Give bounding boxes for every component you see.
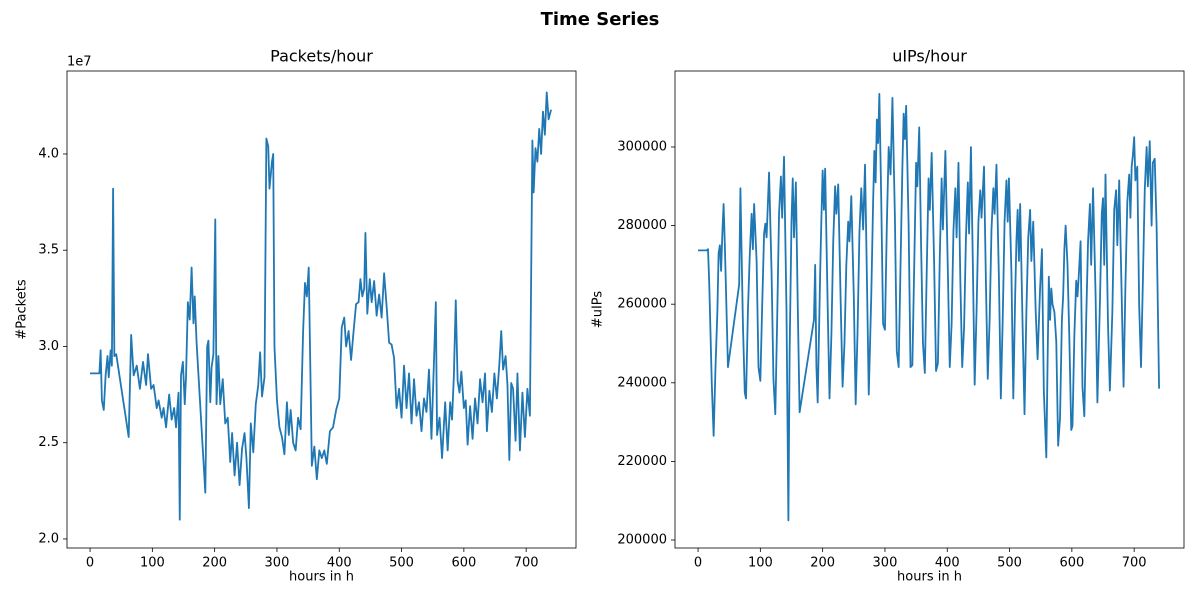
x-tick-label: 700 [1122, 556, 1147, 571]
x-tick-label: 700 [514, 556, 539, 571]
x-tick-label: 0 [86, 556, 94, 571]
y-tick-label: 200000 [617, 532, 667, 547]
x-tick-label: 400 [327, 556, 352, 571]
y-tick-label: 220000 [617, 454, 667, 469]
y-tick-label: 300000 [617, 140, 667, 155]
data-line [698, 93, 1160, 522]
x-tick-label: 200 [202, 556, 227, 571]
y-tick-label: 240000 [617, 375, 667, 390]
x-tick-label: 600 [1059, 556, 1084, 571]
y-tick-label: 260000 [617, 297, 667, 312]
y-tick-label: 2.5 [38, 435, 59, 450]
x-tick-label: 0 [694, 556, 702, 571]
x-tick-label: 500 [997, 556, 1022, 571]
x-tick-label: 300 [873, 556, 898, 571]
x-axis-label: hours in h [897, 570, 962, 585]
x-tick-label: 200 [810, 556, 835, 571]
axes-frame [66, 70, 577, 549]
y-axis-label: #uIPs [591, 291, 606, 329]
axes-frame [674, 70, 1185, 549]
y-tick-label: 3.0 [38, 339, 59, 354]
x-tick-label: 400 [935, 556, 960, 571]
y-axis-label: #Packets [15, 279, 30, 339]
y-offset-label: 1e7 [67, 55, 92, 70]
y-tick-label: 2.0 [38, 531, 59, 546]
y-tick-label: 280000 [617, 218, 667, 233]
data-line [90, 91, 552, 521]
x-tick-label: 100 [140, 556, 165, 571]
y-tick-label: 4.0 [38, 146, 59, 161]
chart-title: Packets/hour [270, 47, 373, 66]
figure-title: Time Series [541, 9, 660, 30]
chart-title: uIPs/hour [892, 47, 967, 66]
x-tick-label: 100 [748, 556, 773, 571]
x-axis-label: hours in h [289, 570, 354, 585]
x-tick-label: 300 [265, 556, 290, 571]
x-tick-label: 500 [389, 556, 414, 571]
x-tick-label: 600 [451, 556, 476, 571]
y-tick-label: 3.5 [38, 243, 59, 258]
